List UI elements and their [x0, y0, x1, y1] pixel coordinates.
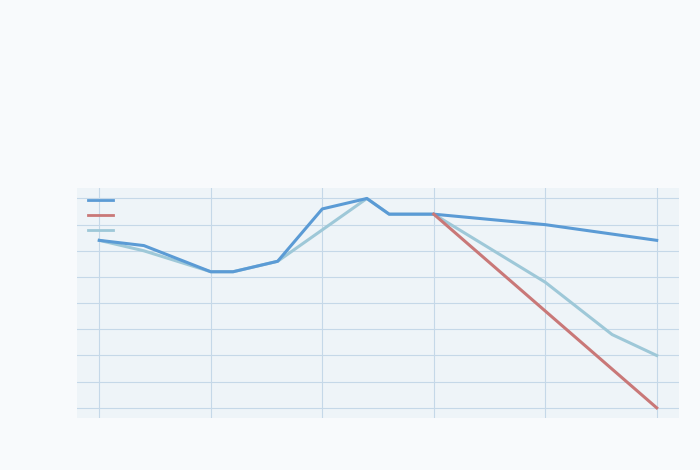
Line: グッドシナリオ: グッドシナリオ [99, 198, 657, 272]
グッドシナリオ [274, 258, 282, 264]
Line: ノーマルシナリオ: ノーマルシナリオ [99, 198, 657, 355]
グッドシナリオ [541, 222, 550, 227]
ノーマルシナリオ [318, 227, 326, 233]
ノーマルシナリオ [652, 352, 661, 358]
ノーマルシナリオ [541, 279, 550, 285]
グッドシナリオ [229, 269, 237, 274]
グッドシナリオ [430, 212, 438, 217]
グッドシナリオ [385, 212, 393, 217]
Legend: グッドシナリオ, バッドシナリオ, ノーマルシナリオ: グッドシナリオ, バッドシナリオ, ノーマルシナリオ [83, 190, 228, 239]
グッドシナリオ [363, 196, 371, 201]
ノーマルシナリオ [229, 269, 237, 274]
ノーマルシナリオ [206, 269, 215, 274]
ノーマルシナリオ [140, 248, 148, 254]
グッドシナリオ [652, 237, 661, 243]
ノーマルシナリオ [363, 196, 371, 201]
ノーマルシナリオ [274, 258, 282, 264]
ノーマルシナリオ [608, 332, 616, 337]
ノーマルシナリオ [430, 212, 438, 217]
グッドシナリオ [206, 269, 215, 274]
ノーマルシナリオ [385, 212, 393, 217]
グッドシナリオ [140, 243, 148, 248]
グッドシナリオ [95, 237, 104, 243]
ノーマルシナリオ [95, 237, 104, 243]
グッドシナリオ [318, 206, 326, 212]
